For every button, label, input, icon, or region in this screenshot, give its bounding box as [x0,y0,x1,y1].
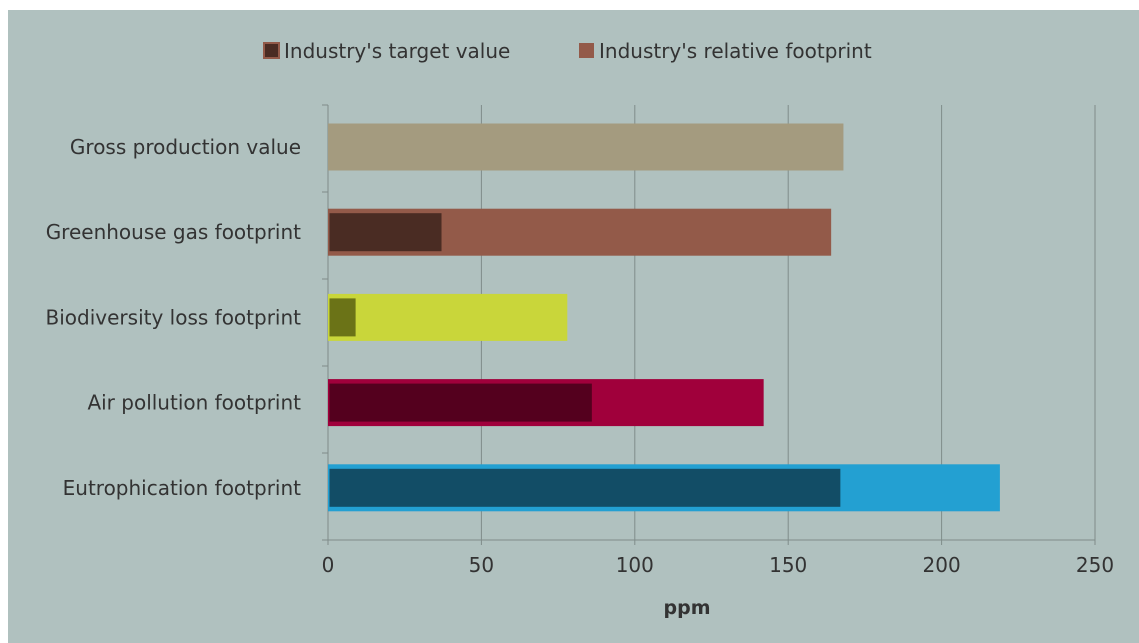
legend-label-target: Industry's target value [284,39,510,63]
category-label: Gross production value [70,135,301,159]
footprint-bar-chart: Industry's target value Industry's relat… [8,10,1139,643]
x-tick-label: 0 [322,553,335,577]
category-label: Biodiversity loss footprint [46,305,302,329]
x-tick-label: 150 [769,553,807,577]
legend-label-relative: Industry's relative footprint [599,39,872,63]
category-label: Greenhouse gas footprint [46,220,301,244]
category-label: Eutrophication footprint [63,476,302,500]
bar-target-value [329,468,841,507]
chart-container: Industry's target value Industry's relat… [8,10,1139,643]
bar-relative-footprint [328,123,844,171]
x-tick-label: 100 [616,553,654,577]
legend-swatch-relative-icon [579,43,594,58]
legend-item-relative: Industry's relative footprint [579,39,872,63]
bar-target-value [329,383,592,422]
x-tick-label: 50 [469,553,494,577]
x-tick-label: 200 [923,553,961,577]
chart-background [8,10,1139,643]
bars [328,123,1000,512]
bar-relative-footprint [328,293,568,341]
x-tick-label: 250 [1076,553,1114,577]
bar-target-value [329,213,442,252]
legend-item-target: Industry's target value [263,39,510,63]
category-label: Air pollution footprint [87,391,301,415]
category-labels: Gross production value Greenhouse gas foo… [46,135,302,500]
x-tick-labels: 0 50 100 150 200 250 [322,553,1114,577]
legend: Industry's target value Industry's relat… [263,39,872,63]
legend-swatch-target-icon [263,42,280,59]
bar-target-value [329,298,356,337]
x-axis-title: ppm [664,597,711,619]
